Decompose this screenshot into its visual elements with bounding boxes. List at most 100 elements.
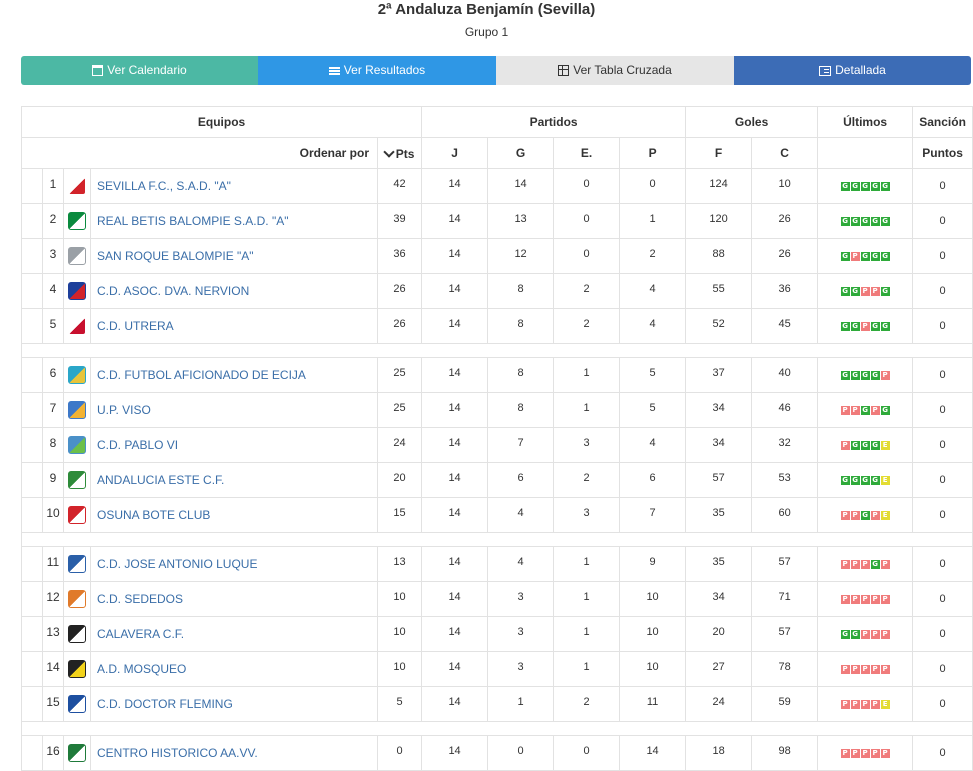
team-link[interactable]: C.D. SEDEDOS [97,592,184,606]
team-link[interactable]: C.D. PABLO VI [97,438,179,452]
result-badge: P [840,510,850,520]
team-link[interactable]: CENTRO HISTORICO AA.VV. [97,746,258,760]
header-goles: Goles [685,106,819,138]
group-separator [20,532,973,547]
result-badge: E [880,475,890,485]
result-badge: G [870,559,880,569]
team-crest-icon [68,590,86,608]
team-link[interactable]: U.P. VISO [97,403,151,417]
stat-pts: 15 [376,497,423,533]
sort-pts-header[interactable]: Pts [376,137,423,169]
row-gap [21,392,43,428]
stat-g: 0 [487,735,555,771]
stat-c: 98 [751,735,819,771]
stat-j: 14 [421,581,489,617]
team-crest-icon [68,695,86,713]
position-cell: 12 [42,581,64,617]
result-badge: P [880,748,890,758]
separator-cell [20,721,973,736]
position-cell: 16 [42,735,64,771]
result-badge: G [870,181,880,191]
stat-p: 10 [619,616,687,652]
team-link[interactable]: C.D. ASOC. DVA. NERVION [97,284,250,298]
table-row: 10 OSUNA BOTE CLUB 15 14 4 3 7 35 60 P P G P E 0 [21,497,973,533]
stat-p: 4 [619,273,687,309]
row-gap [21,616,43,652]
result-badge: G [840,321,850,331]
team-crest-icon [68,555,86,573]
result-badge: G [870,251,880,261]
result-badge: P [850,510,860,520]
result-badge: P [850,251,860,261]
team-name-cell: REAL BETIS BALOMPIE S.A.D. "A" [90,203,378,239]
sancion-cell: 0 [912,462,973,498]
team-crest-icon [68,660,86,678]
table-row: 4 C.D. ASOC. DVA. NERVION 26 14 8 2 4 55 36 G G P P G… [21,273,973,309]
tab-detallada[interactable]: Detallada [734,56,971,85]
team-link[interactable]: A.D. MOSQUEO [97,662,187,676]
stat-c: 53 [751,462,819,498]
pts-label: Pts [395,147,415,161]
team-crest-icon [68,317,86,335]
result-badge: G [880,286,890,296]
team-name-cell: C.D. SEDEDOS [90,581,378,617]
team-link[interactable]: SEVILLA F.C., S.A.D. "A" [97,179,231,193]
team-crest-icon [68,366,86,384]
team-link[interactable]: C.D. UTRERA [97,319,174,333]
crest-cell [63,238,91,274]
sancion-cell: 0 [912,238,973,274]
team-link[interactable]: CALAVERA C.F. [97,627,185,641]
tab-ver-tabla-cruzada[interactable]: Ver Tabla Cruzada [496,56,734,85]
table-row: 7 U.P. VISO 25 14 8 1 5 34 46 P P G P G 0 [21,392,973,428]
stat-e: 2 [553,273,621,309]
team-link[interactable]: REAL BETIS BALOMPIE S.A.D. "A" [97,214,289,228]
result-badge: P [840,405,850,415]
stat-e: 0 [553,238,621,274]
result-badge: G [870,321,880,331]
sancion-cell: 0 [912,497,973,533]
stat-pts: 36 [376,238,423,274]
tab-ver-resultados[interactable]: Ver Resultados [258,56,496,85]
team-crest-icon [68,436,86,454]
stat-c: 57 [751,616,819,652]
stat-g: 6 [487,462,555,498]
tab-label: Ver Tabla Cruzada [573,63,672,77]
header-puntos: Puntos [912,137,973,169]
stat-f: 88 [685,238,753,274]
row-gap [21,357,43,393]
sancion-cell: 0 [912,616,973,652]
result-badge: P [870,748,880,758]
stat-p: 5 [619,392,687,428]
position-cell: 10 [42,497,64,533]
stat-pts: 10 [376,616,423,652]
result-badge: P [840,699,850,709]
team-link[interactable]: OSUNA BOTE CLUB [97,508,211,522]
team-link[interactable]: SAN ROQUE BALOMPIE "A" [97,249,254,263]
stat-pts: 5 [376,686,423,722]
tab-ver-calendario[interactable]: Ver Calendario [21,56,258,85]
stat-g: 7 [487,427,555,463]
stat-g: 3 [487,651,555,687]
table-row: 14 A.D. MOSQUEO 10 14 3 1 10 27 78 P P P P P 0 [21,651,973,687]
team-link[interactable]: C.D. DOCTOR FLEMING [97,697,233,711]
team-link[interactable]: ANDALUCIA ESTE C.F. [97,473,225,487]
position-cell: 5 [42,308,64,344]
team-link[interactable]: C.D. FUTBOL AFICIONADO DE ECIJA [97,368,306,382]
stat-g: 1 [487,686,555,722]
team-name-cell: C.D. FUTBOL AFICIONADO DE ECIJA [90,357,378,393]
team-name-cell: CENTRO HISTORICO AA.VV. [90,735,378,771]
stat-c: 32 [751,427,819,463]
stat-c: 60 [751,497,819,533]
stat-e: 3 [553,427,621,463]
team-link[interactable]: C.D. JOSE ANTONIO LUQUE [97,557,258,571]
stat-f: 27 [685,651,753,687]
table-row: 8 C.D. PABLO VI 24 14 7 3 4 34 32 P G G G E 0 [21,427,973,463]
row-gap [21,651,43,687]
sancion-cell: 0 [912,735,973,771]
